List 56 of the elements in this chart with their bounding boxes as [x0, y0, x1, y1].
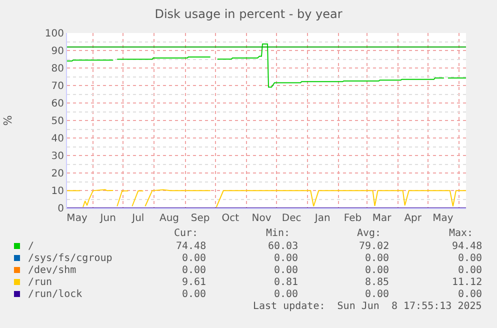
x-tick-label: Jun: [99, 213, 116, 224]
text: 8.85: [365, 277, 390, 288]
x-tick-label: Mar: [372, 213, 392, 224]
y-tick-label: 20: [51, 168, 64, 180]
text: 0.00: [274, 265, 298, 276]
text: Max:: [449, 228, 474, 239]
x-tick-label: Feb: [344, 213, 362, 224]
x-tick-label: Sep: [190, 213, 210, 224]
legend-label: /run: [28, 277, 52, 288]
legend-label: /run/lock: [28, 289, 82, 300]
y-tick-label: 100: [44, 28, 64, 40]
text: Cur:: [174, 228, 198, 239]
text: 0.00: [458, 253, 482, 264]
text: Last update: Sun Jun 8 17:55:13 2025: [253, 301, 482, 312]
y-tick-label: 0: [58, 204, 64, 214]
y-tick-label: 90: [51, 46, 64, 57]
text: 0.81: [274, 277, 298, 288]
legend-label: /sys/fs/cgroup: [28, 253, 112, 264]
x-tick-label: Aug: [159, 213, 180, 224]
x-tick-label: Jan: [314, 213, 330, 224]
y-tick-label: 80: [51, 64, 64, 74]
x-tick-label: Jul: [131, 213, 144, 224]
text: 11.12: [452, 277, 482, 288]
y-tick-label: 10: [51, 186, 64, 197]
text: 0.00: [458, 265, 482, 276]
x-tick-label: Nov: [252, 213, 272, 224]
x-tick-label: Dec: [282, 213, 302, 224]
text: 0.00: [365, 289, 390, 300]
y-tick-label: 30: [51, 151, 64, 162]
x-tick-label: Oct: [222, 213, 240, 224]
text: 0.00: [182, 253, 206, 264]
text: 9.61: [182, 277, 206, 288]
text: 0.00: [182, 265, 206, 276]
text: 60.03: [268, 241, 298, 252]
text: 94.48: [452, 241, 482, 252]
x-tick-label: May: [66, 213, 88, 224]
text: 74.48: [176, 241, 206, 252]
y-tick-label: 40: [51, 134, 64, 144]
text: 0.00: [365, 265, 390, 276]
y-tick-label: 70: [51, 81, 64, 92]
text: 0.00: [365, 253, 390, 264]
y-tick-label: 50: [51, 116, 64, 127]
x-tick-label: May: [432, 213, 454, 224]
text: 0.00: [274, 253, 298, 264]
text: Min:: [266, 228, 290, 239]
text: 0.00: [274, 289, 298, 300]
y-tick-label: 60: [51, 98, 64, 110]
text: 0.00: [182, 289, 206, 300]
text: 0.00: [458, 289, 482, 300]
legend-label: /dev/shm: [28, 265, 76, 276]
x-tick-label: Apr: [404, 213, 422, 224]
y-axis-title: %: [2, 115, 15, 126]
text: 79.02: [359, 241, 390, 252]
legend-label: /: [28, 241, 34, 252]
chart-title: Disk usage in percent - by year: [154, 7, 342, 22]
text: Avg:: [357, 228, 382, 239]
